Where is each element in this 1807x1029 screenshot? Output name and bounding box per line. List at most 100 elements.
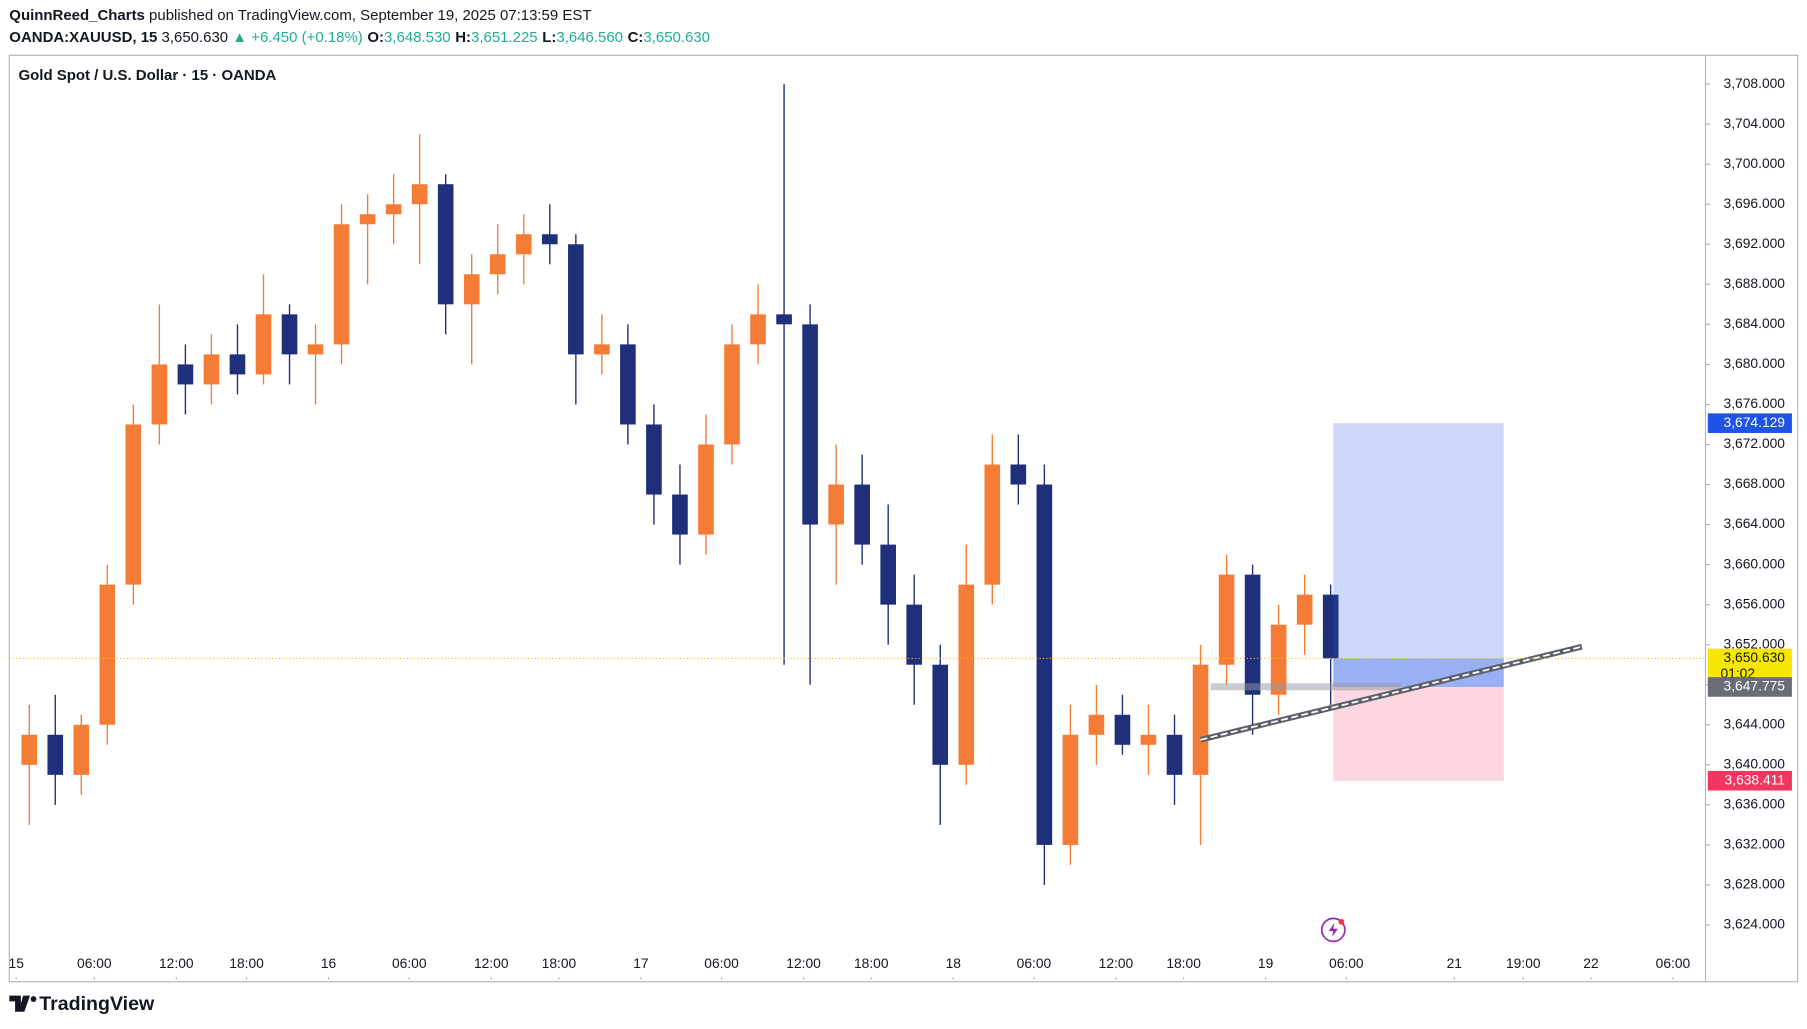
spark-icon[interactable] [1320, 917, 1346, 943]
header-line-2: OANDA:XAUUSD, 15 3,650.630 ▲ +6.450 (+0.… [9, 29, 710, 46]
change: ▲ +6.450 (+0.18%) [232, 29, 363, 46]
y-tick-label: 3,636.000 [1724, 796, 1786, 812]
candle-body [958, 584, 975, 765]
h-label: H: [455, 29, 471, 46]
candle-body [828, 484, 844, 525]
x-tick-label: 12:00 [474, 955, 509, 971]
entry-label: 3,647.775 [1724, 678, 1786, 694]
candle-body [255, 314, 272, 375]
header-line-1: QuinnReed_Charts published on TradingVie… [9, 7, 591, 24]
stop-label: 3,638.411 [1725, 771, 1785, 787]
x-tick-label: 18:00 [542, 955, 577, 971]
candle-body [984, 464, 1001, 585]
candle-body [229, 354, 246, 375]
candle-body [1322, 594, 1339, 659]
candle-body [411, 184, 428, 205]
plot: 3,624.000 3,628.000 3,632.000 3,636.000 3,64… [9, 75, 1786, 980]
candle-body [47, 734, 64, 775]
y-tick-label: 3,668.000 [1724, 475, 1786, 491]
candle-body [1296, 594, 1313, 625]
symbol: OANDA:XAUUSD, 15 [9, 29, 157, 46]
l-value: 3,646.560 [556, 29, 623, 46]
h-value: 3,651.225 [471, 29, 538, 46]
x-tick-label: 06:00 [704, 955, 739, 971]
candle-body [463, 274, 480, 305]
candle-body [307, 344, 324, 355]
x-tick-label: 12:00 [786, 955, 821, 971]
candle-body [542, 234, 558, 245]
x-tick-label: 18 [946, 955, 962, 971]
y-tick-label: 3,640.000 [1724, 755, 1786, 771]
x-tick-label: 18:00 [229, 955, 264, 971]
l-label: L: [542, 29, 556, 46]
x-tick-label: 19 [1258, 955, 1274, 971]
o-label: O: [367, 29, 384, 46]
y-tick-label: 3,632.000 [1724, 836, 1786, 852]
x-tick-label: 06:00 [1656, 955, 1691, 971]
x-tick-label: 15 [9, 955, 25, 971]
x-tick-label: 22 [1583, 955, 1598, 971]
c-value: 3,650.630 [643, 29, 710, 46]
candle-body [1270, 624, 1287, 695]
chart-title: Gold Spot / U.S. Dollar · 15 · OANDA [19, 67, 277, 84]
candle-body [776, 314, 792, 325]
price: 3,650.630 [162, 29, 229, 46]
candle-body [385, 204, 402, 215]
y-tick-label: 3,688.000 [1724, 275, 1786, 291]
y-tick-label: 3,684.000 [1724, 315, 1786, 331]
candle-body [21, 734, 38, 765]
x-tick-label: 06:00 [1017, 955, 1052, 971]
x-tick-label: 21 [1447, 955, 1462, 971]
candle-body [151, 364, 168, 425]
candle-body [568, 244, 584, 355]
x-tick-label: 12:00 [159, 955, 194, 971]
y-tick-label: 3,624.000 [1724, 916, 1786, 932]
candle-body [1036, 484, 1053, 845]
candle-body [854, 484, 870, 545]
candle-body [437, 184, 454, 305]
y-tick-label: 3,644.000 [1724, 715, 1786, 731]
y-tick-label: 3,656.000 [1724, 595, 1786, 611]
candle-body [646, 424, 662, 495]
candle-body [489, 254, 506, 275]
target-badge [1707, 413, 1792, 433]
y-tick-label: 3,696.000 [1724, 195, 1786, 211]
x-tick-label: 18:00 [1166, 955, 1201, 971]
target-label: 3,674.129 [1724, 414, 1786, 430]
candle-body [1088, 714, 1105, 735]
candle-body [281, 314, 298, 355]
c-label: C: [628, 29, 644, 46]
candle-body [125, 424, 142, 585]
publisher: QuinnReed_Charts [9, 7, 145, 24]
y-tick-label: 3,664.000 [1724, 515, 1786, 531]
tv-logo [9, 995, 37, 1012]
candle-body [880, 544, 896, 605]
candle-body [906, 604, 923, 665]
candle-body [932, 664, 949, 765]
candle-body [177, 364, 194, 385]
candle-body [1140, 734, 1157, 745]
published: published on TradingView.com, September … [149, 7, 591, 24]
candle-body [750, 314, 766, 345]
candle-body [1166, 734, 1183, 775]
chart-frame [8, 54, 1799, 983]
y-tick-label: 3,680.000 [1724, 355, 1786, 371]
candle-body [802, 324, 818, 525]
candle-body [515, 234, 532, 255]
candle-body [724, 344, 740, 445]
candle-body [1218, 574, 1235, 665]
candle-body [73, 724, 90, 775]
candle-body [1062, 734, 1079, 845]
candle-body [1244, 574, 1261, 695]
target-zone [1333, 423, 1504, 687]
last-price-label: 3,650.630 [1724, 649, 1786, 665]
candle-body [203, 354, 220, 385]
trendline-inner [1200, 645, 1583, 741]
x-tick-label: 06:00 [1329, 955, 1364, 971]
candle-body [359, 214, 376, 225]
y-tick-label: 3,676.000 [1724, 395, 1786, 411]
y-tick-label: 3,704.000 [1724, 115, 1786, 131]
y-tick-label: 3,708.000 [1724, 75, 1786, 91]
y-tick-label: 3,652.000 [1724, 635, 1786, 651]
